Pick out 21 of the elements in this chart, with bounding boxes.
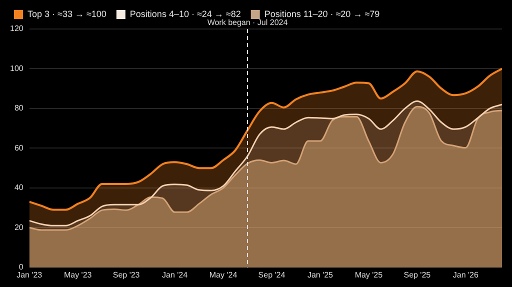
x-tick-label: Jan '25: [307, 270, 334, 280]
x-tick-label: May '24: [209, 270, 238, 280]
legend-label: Top 3 · ≈33 → ≈100: [28, 8, 106, 19]
y-tick-label: 60: [14, 143, 24, 152]
x-tick-label: Sep '25: [404, 270, 432, 280]
y-tick-label: 100: [10, 64, 24, 73]
ref-line-label: Work began · Jul 2024: [207, 18, 288, 28]
legend-label: Positions 11–20 · ≈20 → ≈79: [264, 8, 380, 19]
y-tick-label: 40: [14, 183, 24, 192]
y-tick-label: 120: [10, 24, 24, 34]
legend-label: Positions 4–10 · ≈24 → ≈82: [130, 8, 241, 19]
x-tick-label: Sep '24: [258, 270, 286, 280]
x-tick-label: May '25: [354, 270, 384, 280]
x-tick-label: Jan '24: [162, 270, 188, 280]
y-tick-label: 0: [18, 262, 24, 272]
y-tick-label: 80: [14, 104, 24, 113]
x-tick-label: Jan '26: [452, 270, 479, 280]
x-tick-label: Jan '23: [16, 270, 43, 280]
y-tick-label: 20: [14, 222, 24, 232]
x-tick-label: May '23: [64, 270, 92, 280]
x-tick-label: Sep '23: [112, 270, 140, 280]
